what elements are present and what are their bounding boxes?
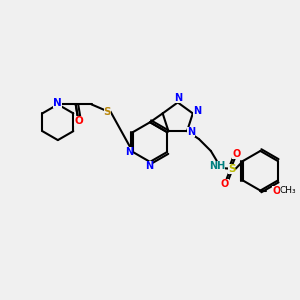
Text: N: N <box>145 161 153 171</box>
Text: S: S <box>228 164 236 174</box>
Text: CH₃: CH₃ <box>280 186 296 195</box>
Text: O: O <box>74 116 83 126</box>
Text: N: N <box>187 127 195 137</box>
Text: O: O <box>272 186 280 196</box>
Text: O: O <box>232 149 241 159</box>
Text: O: O <box>220 178 229 189</box>
Text: N: N <box>193 106 201 116</box>
Text: N: N <box>125 147 133 157</box>
Text: S: S <box>103 107 111 117</box>
Text: N: N <box>53 98 62 108</box>
Text: N: N <box>174 94 182 103</box>
Text: NH: NH <box>209 161 225 171</box>
